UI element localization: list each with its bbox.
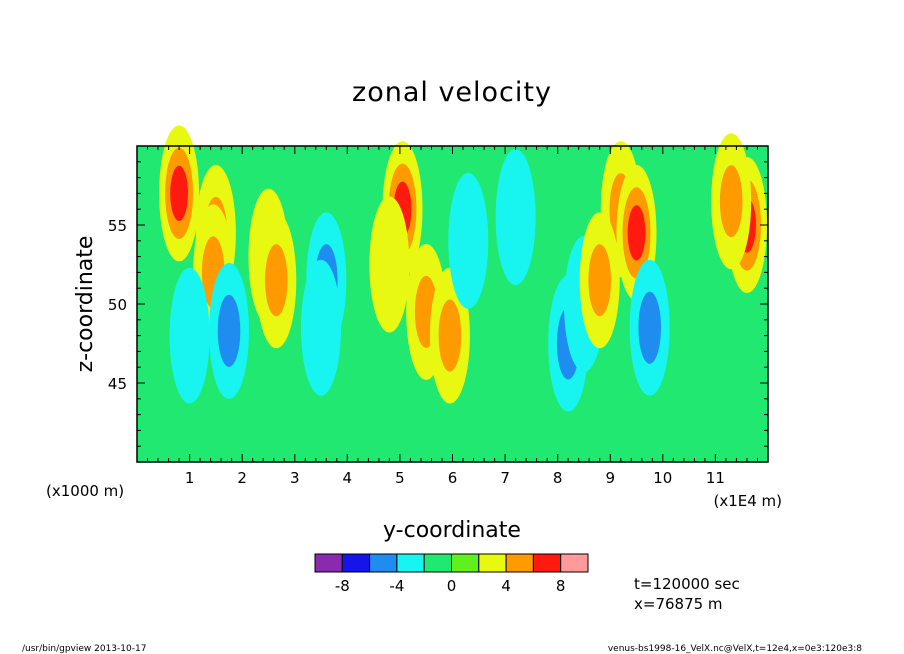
- x-tick-label: 3: [290, 469, 300, 487]
- colorbar-tick-label: -4: [389, 577, 404, 595]
- contour-region-14-0: [495, 149, 536, 286]
- x-tick-label: 10: [653, 469, 672, 487]
- x-tick-labels: 1 2 3 4 5 6 7 8 9 10 11: [185, 469, 725, 487]
- axis-ticks: [136, 145, 769, 463]
- contour-region-0-2: [170, 165, 189, 221]
- y-axis-label: z-coordinate: [73, 236, 98, 373]
- contour-region-22-1: [719, 165, 743, 238]
- contour-region-10-0: [369, 196, 410, 333]
- colorbar-tick-label: 4: [501, 577, 511, 595]
- y-tick-labels: 45 50 55: [108, 217, 127, 393]
- colorbar-swatch: [396, 553, 425, 573]
- x-tick-label: 2: [237, 469, 247, 487]
- contour-fill-layer: [159, 125, 767, 412]
- colorbar-swatch: [314, 553, 343, 573]
- x-axis-label: y-coordinate: [383, 518, 521, 543]
- contour-region-4-0: [169, 267, 210, 404]
- colorbar-swatch: [532, 553, 562, 573]
- colorbar: [314, 553, 589, 573]
- colorbar-tick-labels: -8 -4 0 4 8: [335, 577, 566, 595]
- contour-region-13-0: [448, 172, 489, 309]
- contour-region-20-1: [588, 244, 611, 317]
- contour-region-3-1: [217, 294, 241, 367]
- x-tick-label: 9: [606, 469, 616, 487]
- time-annotation: t=120000 sec: [634, 575, 740, 593]
- x-tick-label: 5: [395, 469, 405, 487]
- y-scale-note: (x1000 m): [46, 482, 124, 500]
- footer-right: venus-bs1998-16_VelX.nc@VelX,t=12e4,x=0e…: [608, 644, 862, 654]
- x-tick-label: 11: [706, 469, 725, 487]
- x-scale-note: (x1E4 m): [713, 492, 782, 510]
- y-tick-label: 55: [108, 217, 127, 235]
- y-tick-label: 50: [108, 296, 127, 314]
- colorbar-swatch: [451, 553, 480, 573]
- footer-left: /usr/bin/gpview 2013-10-17: [22, 644, 146, 654]
- plot-area: [136, 125, 769, 463]
- colorbar-tick-label: 8: [556, 577, 566, 595]
- x-tick-label: 4: [343, 469, 353, 487]
- colorbar-swatch: [478, 553, 507, 573]
- contour-region-19-1: [638, 291, 661, 364]
- x-tick-label: 1: [185, 469, 195, 487]
- colorbar-swatch: [505, 553, 534, 573]
- x-tick-label: 7: [500, 469, 510, 487]
- x-tick-label: 6: [448, 469, 458, 487]
- x-annotation: x=76875 m: [634, 595, 723, 613]
- colorbar-swatch: [341, 553, 371, 573]
- colorbar-tick-label: -8: [335, 577, 350, 595]
- contour-region-6-1: [265, 244, 288, 317]
- y-tick-label: 45: [108, 375, 127, 393]
- colorbar-swatch: [560, 553, 589, 573]
- x-tick-label: 8: [553, 469, 563, 487]
- colorbar-swatch: [369, 553, 398, 573]
- contour-region-12-1: [438, 299, 462, 372]
- contour-region-18-2: [627, 205, 646, 261]
- contour-region-8-0: [301, 259, 341, 396]
- chart-title: zonal velocity: [352, 77, 552, 108]
- colorbar-tick-label: 0: [447, 577, 457, 595]
- colorbar-swatch: [423, 553, 453, 573]
